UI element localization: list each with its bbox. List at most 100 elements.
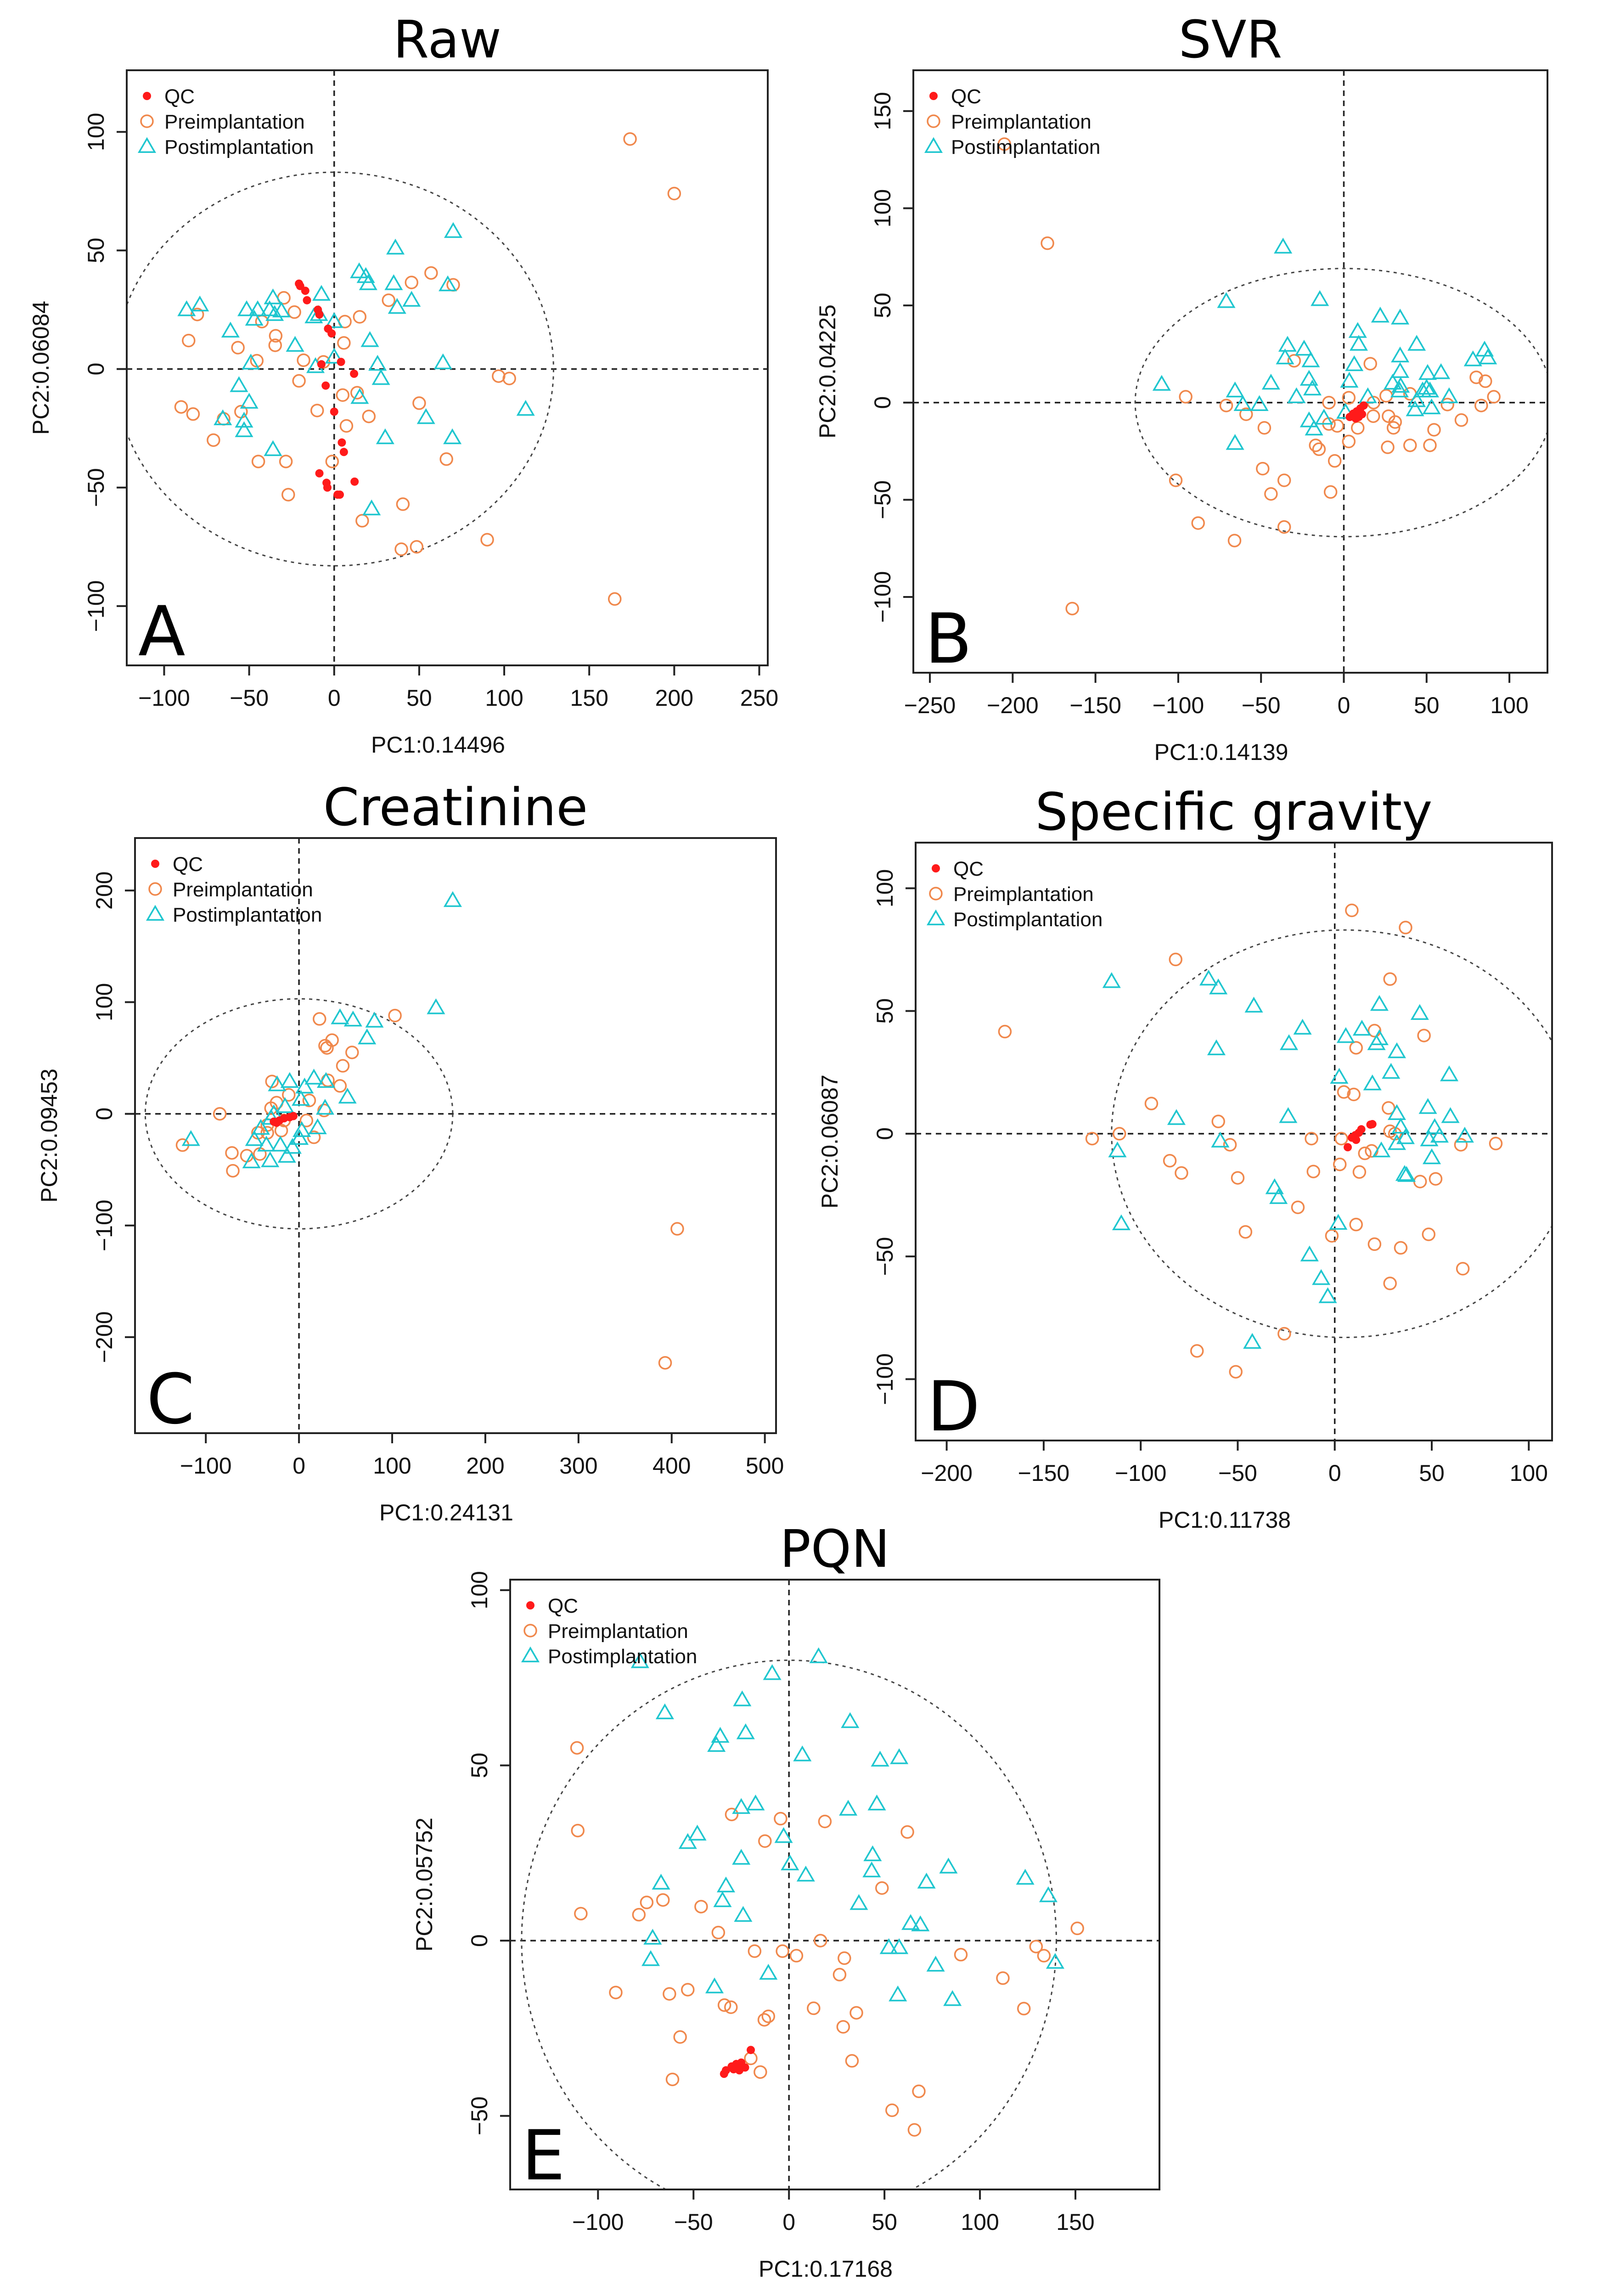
point-preimplantation [1256, 461, 1270, 476]
point-postimplantation [1261, 373, 1280, 390]
point-preimplantation [424, 266, 438, 280]
point-postimplantation [890, 1748, 909, 1764]
x-tick-label: 50 [1419, 1460, 1445, 1486]
point-preimplantation [382, 293, 395, 307]
panel-title: Creatinine [323, 778, 588, 838]
point-postimplantation [850, 1894, 868, 1910]
point-postimplantation [1226, 381, 1244, 398]
point-postimplantation [235, 421, 253, 437]
point-postimplantation [652, 1874, 670, 1890]
panel-title: SVR [1179, 10, 1283, 70]
point-postimplantation [359, 274, 377, 290]
point-postimplantation [1441, 1107, 1460, 1123]
point-postimplantation [1358, 387, 1377, 404]
point-qc [323, 483, 332, 492]
point-postimplantation [1387, 1134, 1406, 1150]
legend-item-postimplantation: Postimplantation [146, 904, 322, 926]
point-postimplantation [331, 1008, 349, 1024]
point-preimplantation [1351, 421, 1365, 435]
point-postimplantation [1395, 1165, 1414, 1181]
point-postimplantation [1199, 969, 1218, 986]
point-postimplantation [763, 1664, 782, 1680]
point-preimplantation [1440, 398, 1454, 411]
legend-marker-qc [143, 92, 151, 100]
legend-label: Preimplantation [164, 111, 305, 133]
point-postimplantation [444, 222, 463, 238]
legend-item-postimplantation: Postimplantation [521, 1645, 697, 1668]
point-preimplantation [1219, 399, 1233, 412]
point-postimplantation [272, 301, 291, 318]
point-preimplantation [850, 2006, 863, 2020]
point-postimplantation [1422, 1148, 1441, 1165]
point-preimplantation [694, 1900, 708, 1913]
y-tick-label: 50 [872, 998, 898, 1024]
point-postimplantation [705, 1977, 724, 1993]
point-postimplantation [774, 1827, 793, 1843]
point-preimplantation [1382, 1101, 1395, 1115]
point-preimplantation [405, 276, 418, 289]
legend-marker-postimplantation [926, 909, 945, 925]
panel-letter: E [522, 2116, 565, 2196]
point-preimplantation [1085, 1131, 1099, 1146]
legend-label: QC [953, 858, 984, 880]
point-preimplantation [673, 2030, 687, 2044]
point-postimplantation [796, 1865, 815, 1882]
legend-item-qc: QC [151, 853, 203, 876]
point-preimplantation [1456, 1262, 1470, 1276]
point-postimplantation [214, 409, 232, 426]
panel-e: PQN −100 −50 0 50 100 150 −50 0 50 100 PC1:0.17168 P… [411, 1519, 1160, 2282]
point-postimplantation [943, 1990, 962, 2006]
point-postimplantation [1367, 1034, 1386, 1050]
point-postimplantation [235, 411, 253, 428]
point-preimplantation [394, 542, 408, 556]
y-tick-label: −100 [83, 580, 109, 632]
point-preimplantation [1312, 442, 1326, 456]
point-postimplantation [181, 1130, 200, 1146]
point-preimplantation [609, 1986, 623, 1999]
point-postimplantation [1387, 1104, 1406, 1120]
point-postimplantation [1278, 336, 1297, 352]
point-postimplantation [1425, 1118, 1444, 1134]
point-preimplantation [1323, 485, 1338, 499]
point-postimplantation [245, 1130, 264, 1146]
point-postimplantation [716, 1876, 735, 1893]
point-postimplantation [388, 298, 406, 314]
point-postimplantation [1432, 363, 1451, 379]
point-postimplantation [325, 312, 343, 328]
point-preimplantation [670, 1222, 684, 1236]
point-preimplantation [658, 1356, 672, 1370]
point-postimplantation [365, 1012, 384, 1028]
point-postimplantation [1329, 1214, 1348, 1230]
point-preimplantation [681, 1983, 695, 1997]
legend-marker-preimplantation [929, 887, 943, 900]
confidence-ellipse [144, 998, 454, 1230]
point-postimplantation [312, 285, 331, 301]
point-preimplantation [1386, 421, 1401, 435]
point-postimplantation [1315, 409, 1333, 425]
legend-item-postimplantation: Postimplantation [926, 908, 1103, 931]
point-postimplantation [1287, 387, 1306, 404]
point-postimplantation [1391, 377, 1410, 393]
point-postimplantation [841, 1712, 860, 1728]
point-postimplantation [746, 1794, 765, 1811]
y-tick-label: −100 [872, 1353, 898, 1405]
point-postimplantation [1276, 348, 1294, 365]
point-postimplantation [1371, 306, 1390, 323]
point-preimplantation [725, 1807, 739, 1822]
point-preimplantation [320, 1041, 334, 1055]
point-preimplantation [711, 1925, 726, 1940]
point-preimplantation [274, 1124, 288, 1137]
point-preimplantation [1144, 1097, 1159, 1110]
point-preimplantation [667, 186, 681, 201]
plot-area [127, 70, 768, 665]
point-postimplantation [251, 1119, 270, 1135]
point-postimplantation [901, 1914, 920, 1930]
point-postimplantation [316, 1072, 336, 1088]
legend-item-preimplantation: Preimplantation [148, 878, 313, 901]
x-tick-label: 0 [328, 685, 341, 711]
point-postimplantation [1455, 1126, 1474, 1143]
point-preimplantation [776, 1944, 789, 1958]
point-preimplantation [1367, 1024, 1382, 1038]
